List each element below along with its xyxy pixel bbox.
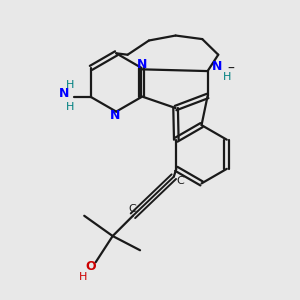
- Text: N: N: [58, 87, 69, 100]
- Text: H: H: [65, 102, 74, 112]
- Text: C: C: [176, 176, 184, 186]
- Text: O: O: [85, 260, 96, 273]
- Text: H: H: [65, 80, 74, 90]
- Text: N: N: [110, 110, 120, 122]
- Text: H: H: [79, 272, 88, 282]
- Text: H: H: [223, 72, 231, 82]
- Text: –: –: [227, 62, 234, 76]
- Text: N: N: [212, 60, 223, 73]
- Text: N: N: [136, 58, 147, 71]
- Text: C: C: [128, 204, 136, 214]
